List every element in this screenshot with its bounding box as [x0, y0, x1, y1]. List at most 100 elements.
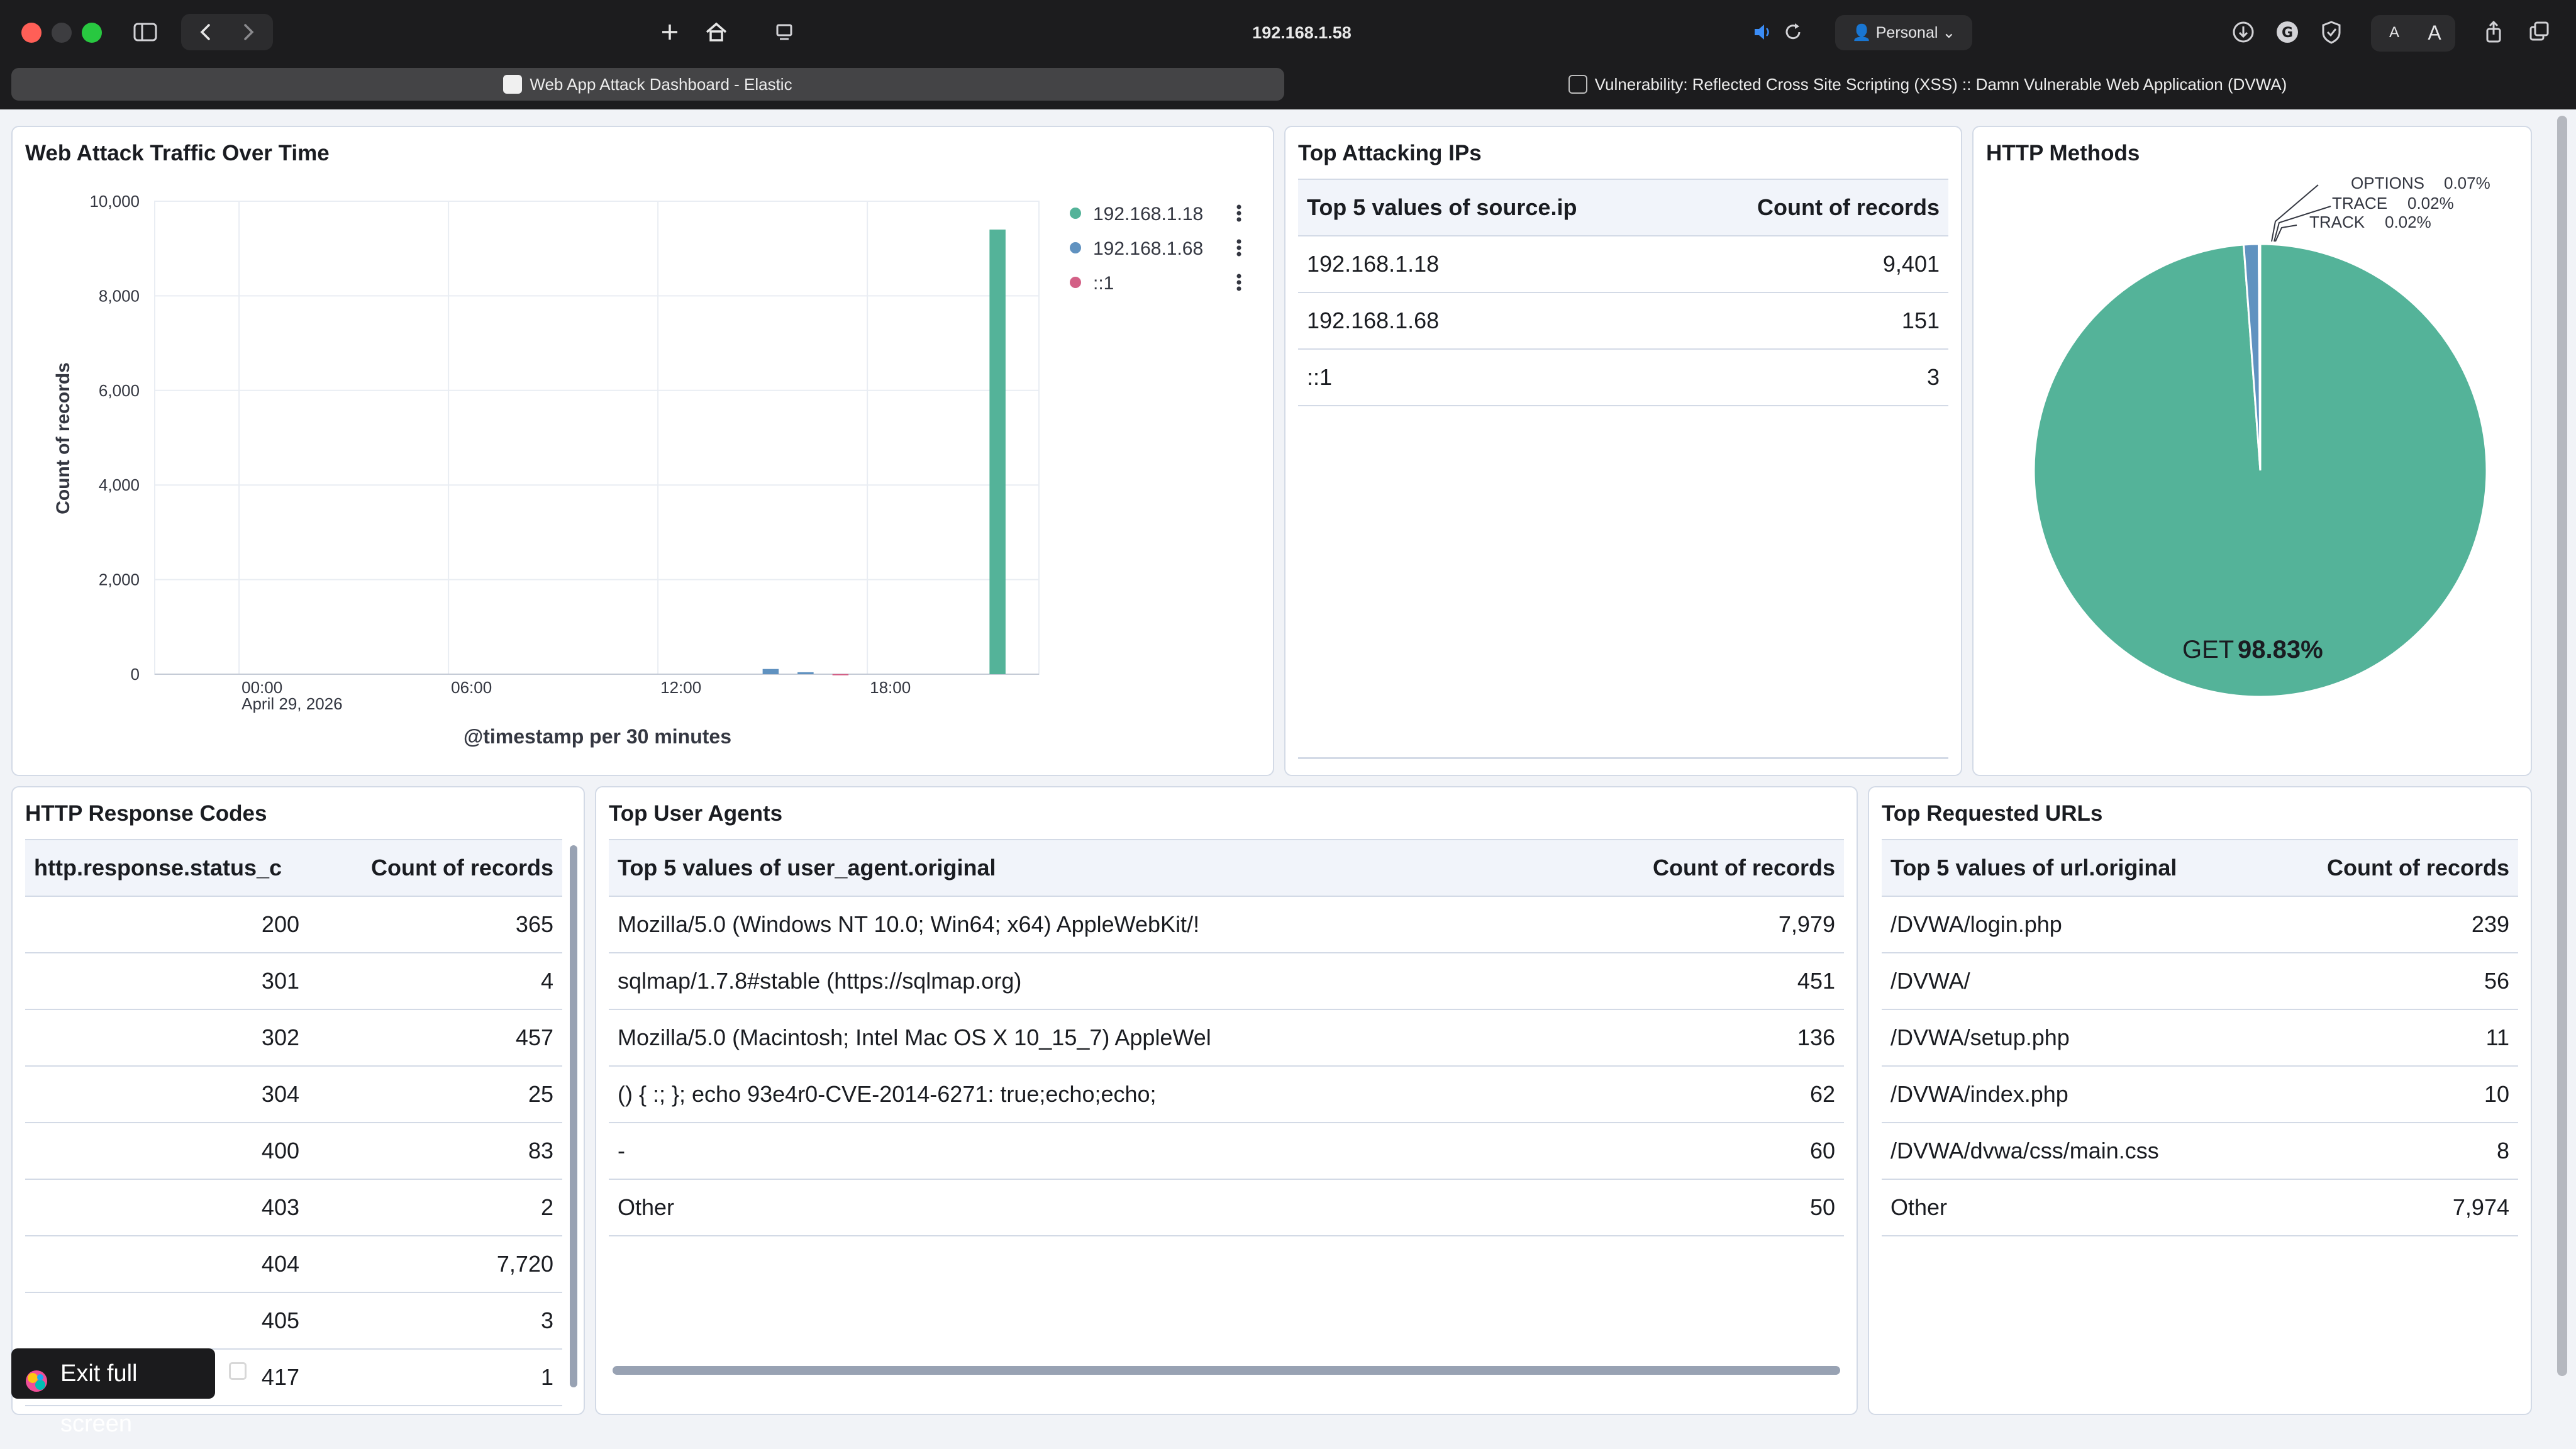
table-cell-value: 192.168.1.18 [1298, 236, 1682, 292]
table-cell-count: 25 [308, 1066, 562, 1123]
fullscreen-window-button[interactable] [82, 23, 102, 43]
downloads-icon[interactable] [2230, 19, 2257, 45]
table-cell-value: 403 [25, 1179, 308, 1236]
home-icon[interactable] [702, 18, 731, 47]
forward-icon[interactable] [234, 18, 263, 47]
table-cell-value: 192.168.1.68 [1298, 292, 1682, 349]
requested-urls-panel: Top Requested URLs Top 5 values of url.o… [1868, 786, 2532, 1415]
table-cell-count: 365 [308, 896, 562, 953]
fullscreen-exit-icon[interactable] [229, 1362, 247, 1380]
person-icon: 👤 [1852, 24, 1872, 42]
legend-options-icon[interactable] [1237, 205, 1241, 209]
column-header-count[interactable]: Count of records [1253, 840, 1844, 896]
table-row[interactable]: sqlmap/1.7.8#stable (https://sqlmap.org)… [609, 953, 1844, 1009]
column-header-count[interactable]: Count of records [308, 840, 562, 896]
column-header-count[interactable]: Count of records [2265, 840, 2518, 896]
table-cell-value: Mozilla/5.0 (Macintosh; Intel Mac OS X 1… [609, 1009, 1253, 1066]
table-row[interactable]: -60 [609, 1123, 1844, 1179]
legend-label[interactable]: 192.168.1.68 [1093, 238, 1203, 259]
table-cell-value: 304 [25, 1066, 308, 1123]
bar-1-0[interactable] [763, 669, 779, 674]
tab-elastic-dashboard[interactable]: Web App Attack Dashboard - Elastic [11, 68, 1284, 101]
panel-title[interactable]: HTTP Response Codes [25, 801, 267, 826]
sidebar-toggle-icon[interactable] [131, 18, 160, 47]
table-row[interactable]: () { :; }; echo 93e4r0-CVE-2014-6271: tr… [609, 1066, 1844, 1123]
reload-icon[interactable] [1781, 20, 1805, 44]
legend-options-icon[interactable] [1237, 280, 1241, 285]
pie-label-value: 0.02% [2385, 213, 2431, 231]
decrease-text-size-button[interactable]: A [2384, 20, 2405, 45]
table-row[interactable]: /DVWA/56 [1882, 953, 2518, 1009]
increase-text-size-button[interactable]: A [2423, 19, 2446, 47]
table-row[interactable]: Mozilla/5.0 (Macintosh; Intel Mac OS X 1… [609, 1009, 1844, 1066]
legend-options-icon[interactable] [1237, 246, 1241, 250]
profile-button[interactable]: 👤 Personal ⌄ [1835, 15, 1972, 50]
tab-dvwa-xss[interactable]: Vulnerability: Reflected Cross Site Scri… [1296, 68, 2560, 101]
legend-options-icon[interactable] [1237, 252, 1241, 257]
column-header-url[interactable]: Top 5 values of url.original [1882, 840, 2265, 896]
column-header-status-code[interactable]: http.response.status_c [25, 840, 308, 896]
legend-options-icon[interactable] [1237, 287, 1241, 291]
legend-options-icon[interactable] [1237, 240, 1241, 244]
column-header-count[interactable]: Count of records [1682, 179, 1948, 236]
table-cell-value: 200 [25, 896, 308, 953]
pie-label-value: 0.07% [2444, 174, 2490, 192]
table-row[interactable]: Mozilla/5.0 (Windows NT 10.0; Win64; x64… [609, 896, 1844, 953]
audio-playing-icon[interactable] [1751, 20, 1775, 44]
back-icon[interactable] [191, 18, 220, 47]
panel-title[interactable]: Top Requested URLs [1882, 801, 2102, 826]
share-icon[interactable] [2480, 19, 2507, 45]
new-tab-icon[interactable] [655, 18, 684, 47]
column-header-user-agent[interactable]: Top 5 values of user_agent.original [609, 840, 1253, 896]
y-axis-title: Count of records [53, 362, 74, 514]
legend-label[interactable]: ::1 [1093, 273, 1114, 294]
table-cell-count: 7,979 [1253, 896, 1844, 953]
tab-overview-icon[interactable] [2526, 19, 2552, 45]
legend-options-icon[interactable] [1237, 218, 1241, 222]
attacking-ips-table: Top 5 values of source.ip Count of recor… [1298, 179, 1948, 406]
table-cell-value: Mozilla/5.0 (Windows NT 10.0; Win64; x64… [609, 896, 1253, 953]
minimize-window-button[interactable] [52, 23, 72, 43]
exit-fullscreen-button[interactable]: Exit full screen [11, 1348, 215, 1399]
requested-urls-table: Top 5 values of url.original Count of re… [1882, 839, 2518, 1236]
grammarly-extension-icon[interactable]: G [2274, 19, 2301, 45]
close-window-button[interactable] [21, 23, 42, 43]
shield-extension-icon[interactable] [2318, 19, 2345, 45]
legend-label[interactable]: 192.168.1.18 [1093, 204, 1203, 225]
panel-title[interactable]: Top Attacking IPs [1298, 141, 1482, 166]
column-header-source-ip[interactable]: Top 5 values of source.ip [1298, 179, 1682, 236]
legend-options-icon[interactable] [1237, 274, 1241, 279]
panel-title[interactable]: Top User Agents [609, 801, 782, 826]
horizontal-scrollbar[interactable] [613, 1366, 1840, 1375]
vertical-scrollbar[interactable] [570, 845, 577, 1387]
table-cell-count: 50 [1253, 1179, 1844, 1236]
address-bar[interactable]: 192.168.1.58 [1233, 19, 1371, 47]
bar-0-0[interactable] [989, 230, 1006, 674]
table-cell-count: 239 [2265, 896, 2518, 953]
bar-2-0[interactable] [833, 674, 849, 675]
bar-1-1[interactable] [797, 672, 814, 674]
page-menu-icon[interactable] [771, 19, 797, 45]
legend-options-icon[interactable] [1237, 211, 1241, 216]
page-scrollbar[interactable] [2557, 116, 2567, 1376]
pie-label-name: OPTIONS [2351, 174, 2424, 192]
